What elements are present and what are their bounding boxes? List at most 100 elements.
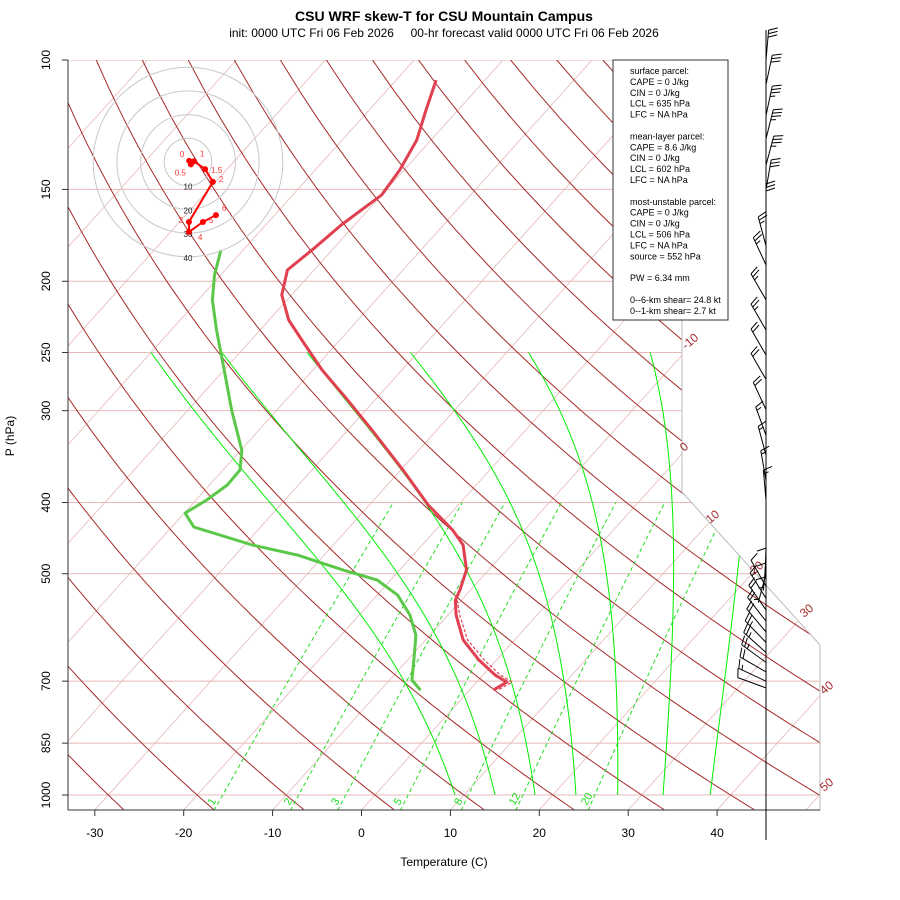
isotherm-line bbox=[68, 60, 682, 810]
info-line: LCL = 635 hPa bbox=[630, 99, 690, 109]
wind-barb bbox=[762, 465, 773, 501]
barb-staff bbox=[750, 560, 767, 587]
temperature-line bbox=[280, 79, 509, 692]
barb-full bbox=[750, 266, 758, 275]
barb-staff bbox=[750, 328, 767, 356]
barb-staff bbox=[762, 470, 767, 501]
info-line: CAPE = 8.6 J/kg bbox=[630, 142, 696, 152]
barb-half bbox=[755, 240, 761, 245]
mixing-ratio-label: 2 bbox=[282, 796, 295, 807]
moist-adiabat-line bbox=[410, 352, 577, 795]
hodograph-ring-label: 20 bbox=[184, 206, 193, 215]
isotherm-line bbox=[68, 60, 237, 810]
barb-half bbox=[749, 621, 754, 627]
barb-staff bbox=[752, 382, 767, 410]
barb-staff bbox=[757, 216, 767, 246]
hodograph-point-label: 1.5 bbox=[211, 166, 223, 175]
barb-half bbox=[759, 220, 765, 225]
isotherm-label: 30 bbox=[797, 601, 816, 621]
hodograph-point-label: 1 bbox=[200, 149, 205, 158]
barb-full bbox=[773, 135, 784, 137]
barb-staff bbox=[755, 406, 767, 436]
dry-adiabat-line bbox=[141, 60, 820, 810]
barb-full bbox=[771, 157, 781, 161]
barb-full bbox=[768, 30, 778, 35]
chart-subtitle: init: 0000 UTC Fri 06 Feb 2026 00-hr for… bbox=[229, 26, 659, 40]
dry-adiabat-line bbox=[68, 60, 666, 810]
info-line: LCL = 506 hPa bbox=[630, 230, 690, 240]
isotherm-label: 10 bbox=[703, 507, 722, 527]
wind-barb bbox=[738, 658, 767, 682]
dry-adiabat-line bbox=[279, 60, 820, 810]
barb-staff bbox=[765, 159, 772, 190]
isotherm-line bbox=[68, 60, 504, 810]
y-tick-label: 400 bbox=[39, 492, 53, 512]
barb-staff bbox=[749, 572, 767, 599]
y-axis-label: P (hPa) bbox=[3, 416, 17, 456]
y-tick-label: 850 bbox=[39, 733, 53, 753]
dry-adiabat-line bbox=[68, 60, 216, 810]
hodograph-point bbox=[202, 166, 209, 173]
isotherm-line bbox=[68, 60, 415, 810]
wind-barb bbox=[750, 552, 767, 587]
moist-adiabat-line bbox=[528, 352, 619, 795]
profiles bbox=[183, 79, 513, 692]
barb-half bbox=[758, 426, 764, 431]
barb-staff bbox=[762, 560, 767, 591]
y-tick-label: 500 bbox=[39, 563, 53, 583]
hodograph-point bbox=[185, 218, 192, 225]
barb-half bbox=[756, 406, 762, 411]
barb-full bbox=[750, 345, 758, 354]
barb-full bbox=[768, 27, 778, 31]
barb-half bbox=[746, 643, 750, 650]
info-line: CIN = 0 J/kg bbox=[630, 219, 680, 229]
barb-full bbox=[752, 324, 760, 333]
x-axis-label: Temperature (C) bbox=[400, 855, 487, 869]
mixing-ratio-label: 12 bbox=[507, 791, 524, 808]
barb-full bbox=[757, 420, 767, 427]
x-tick-label: 30 bbox=[622, 826, 636, 840]
barb-full bbox=[747, 589, 754, 598]
barb-full bbox=[743, 623, 748, 633]
thermo-grid bbox=[68, 60, 820, 810]
wind-barb bbox=[765, 84, 782, 116]
barb-full bbox=[747, 614, 753, 624]
wind-barb bbox=[746, 600, 767, 633]
barb-staff bbox=[739, 656, 767, 673]
barb-half bbox=[754, 305, 759, 311]
info-line: CAPE = 0 J/kg bbox=[630, 208, 689, 218]
info-line: LCL = 602 hPa bbox=[630, 164, 690, 174]
mixing-ratio-line bbox=[399, 502, 562, 810]
barb-staff bbox=[741, 644, 767, 663]
info-line: PW = 6.34 mm bbox=[630, 273, 690, 283]
barb-full bbox=[745, 625, 751, 636]
barb-full bbox=[770, 60, 781, 63]
barb-full bbox=[765, 184, 776, 188]
wind-barbs bbox=[737, 27, 784, 840]
info-line: LFC = NA hPa bbox=[630, 110, 688, 120]
virtual_temperature-line bbox=[456, 599, 513, 691]
barb-full bbox=[771, 115, 782, 117]
x-tick-label: 40 bbox=[710, 826, 724, 840]
mixing-ratio-line bbox=[213, 502, 394, 810]
barb-full bbox=[760, 445, 770, 452]
barb-staff bbox=[757, 426, 767, 456]
barb-half bbox=[748, 632, 752, 638]
info-line: CIN = 0 J/kg bbox=[630, 88, 680, 98]
x-tick-label: -30 bbox=[86, 826, 104, 840]
isotherm-label: 20 bbox=[747, 558, 766, 578]
barb-full bbox=[742, 649, 746, 659]
hodograph-point-label: 5 bbox=[209, 216, 214, 225]
hodograph-point bbox=[190, 158, 197, 165]
isotherm-line bbox=[716, 60, 820, 810]
info-line: 0--6-km shear= 24.8 kt bbox=[630, 295, 721, 305]
barb-full bbox=[767, 34, 778, 38]
barb-staff bbox=[750, 303, 767, 331]
barb-full bbox=[763, 465, 773, 471]
barb-staff bbox=[765, 86, 773, 116]
barb-staff bbox=[737, 677, 767, 689]
barb-full bbox=[752, 299, 760, 308]
